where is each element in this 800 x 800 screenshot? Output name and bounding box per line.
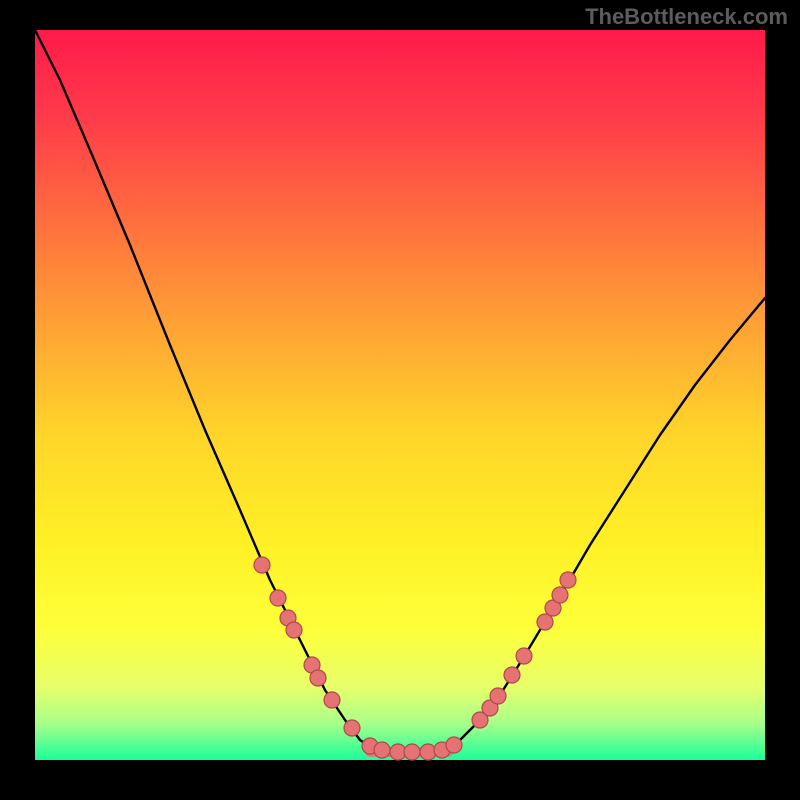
chart-container: TheBottleneck.com bbox=[0, 0, 800, 800]
data-point bbox=[516, 648, 532, 664]
plot-background bbox=[35, 30, 765, 760]
data-point bbox=[404, 744, 420, 760]
data-point bbox=[254, 557, 270, 573]
bottleneck-chart bbox=[0, 0, 800, 800]
data-point bbox=[537, 614, 553, 630]
data-point bbox=[374, 742, 390, 758]
data-point bbox=[552, 587, 568, 603]
data-point bbox=[446, 737, 462, 753]
data-point bbox=[504, 667, 520, 683]
data-point bbox=[420, 744, 436, 760]
watermark-text: TheBottleneck.com bbox=[585, 4, 788, 30]
data-point bbox=[324, 692, 340, 708]
data-point bbox=[310, 670, 326, 686]
data-point bbox=[286, 622, 302, 638]
data-point bbox=[270, 590, 286, 606]
data-point bbox=[560, 572, 576, 588]
data-point bbox=[344, 720, 360, 736]
data-point bbox=[490, 688, 506, 704]
